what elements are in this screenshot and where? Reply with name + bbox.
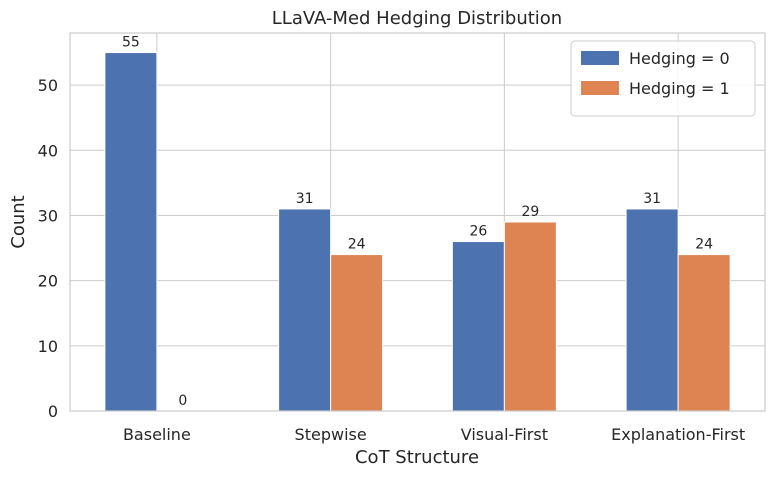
y-tick-label: 0: [48, 402, 58, 421]
data-label: 0: [178, 393, 187, 409]
data-label: 29: [521, 204, 539, 220]
legend-swatch: [581, 81, 619, 95]
x-tick-label: Baseline: [123, 425, 191, 444]
y-tick-label: 50: [38, 76, 58, 95]
y-tick-label: 10: [38, 337, 58, 356]
x-axis-label: CoT Structure: [355, 447, 479, 468]
data-label: 31: [296, 191, 314, 207]
y-tick-label: 40: [38, 141, 58, 160]
x-tick-label: Visual-First: [461, 425, 548, 444]
legend-swatch: [581, 51, 619, 65]
legend: Hedging = 0 Hedging = 1: [570, 40, 756, 117]
plot-frame: [69, 32, 766, 412]
x-tick-label: Stepwise: [295, 425, 367, 444]
x-tick-label: Explanation-First: [611, 425, 745, 444]
data-label: 55: [122, 35, 140, 51]
bar: [330, 254, 384, 412]
chart-title: LLaVA-Med Hedging Distribution: [272, 8, 562, 29]
y-tick-label: 20: [38, 272, 58, 291]
data-label: 26: [469, 224, 487, 240]
legend-label: Hedging = 1: [629, 79, 730, 98]
legend-label: Hedging = 0: [629, 49, 730, 68]
y-axis-label: Count: [8, 195, 29, 248]
bar: [677, 254, 731, 412]
data-label: 24: [695, 237, 713, 253]
bar: [625, 208, 679, 412]
y-tick-label: 30: [38, 206, 58, 225]
bar: [503, 221, 557, 412]
bar: [451, 241, 505, 412]
data-label: 24: [348, 237, 366, 253]
bar: [278, 208, 332, 412]
data-label: 31: [643, 191, 661, 207]
bar: [104, 52, 158, 412]
